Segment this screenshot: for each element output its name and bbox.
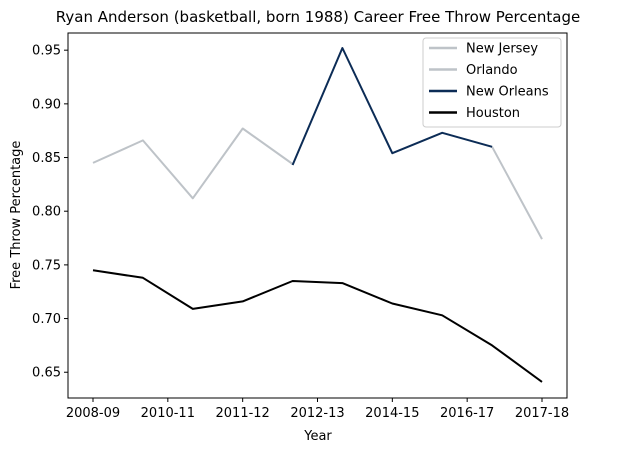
legend-label-houston: Houston xyxy=(466,106,520,121)
series-line-orlando xyxy=(491,146,543,240)
x-tick-label: 2016-17 xyxy=(440,406,494,421)
x-tick-label: 2010-11 xyxy=(141,406,195,421)
y-tick-label: 0.90 xyxy=(32,97,61,112)
y-tick-label: 0.95 xyxy=(32,44,61,59)
x-tick-label: 2011-12 xyxy=(216,406,270,421)
y-axis: 0.65 0.70 0.75 0.80 0.85 0.90 0.95 xyxy=(32,44,68,381)
legend: New Jersey Orlando New Orleans Houston xyxy=(422,37,562,128)
chart-title: Ryan Anderson (basketball, born 1988) Ca… xyxy=(56,8,580,26)
y-axis-label: Free Throw Percentage xyxy=(9,141,24,290)
y-tick-label: 0.70 xyxy=(32,312,61,327)
y-tick-label: 0.65 xyxy=(32,366,61,381)
legend-box xyxy=(422,37,562,128)
plot-lines xyxy=(92,47,543,383)
y-tick-label: 0.80 xyxy=(32,205,61,220)
series-line-new-jersey xyxy=(92,127,294,200)
series-line-houston xyxy=(92,269,543,383)
y-tick-label: 0.85 xyxy=(32,151,61,166)
x-tick-label: 2017-18 xyxy=(515,406,569,421)
legend-label-new-orleans: New Orleans xyxy=(466,85,549,100)
x-tick-label: 2008-09 xyxy=(66,406,120,421)
x-tick-label: 2012-13 xyxy=(290,406,344,421)
x-axis: 2008-09 2010-11 2011-12 2012-13 2014-15 2016-… xyxy=(66,398,569,421)
legend-label-new-jersey: New Jersey xyxy=(466,42,538,57)
x-axis-label: Year xyxy=(303,429,332,444)
series-line-new-orleans xyxy=(291,47,493,166)
legend-label-orlando: Orlando xyxy=(466,63,518,78)
y-tick-label: 0.75 xyxy=(32,258,61,273)
x-tick-label: 2014-15 xyxy=(365,406,419,421)
